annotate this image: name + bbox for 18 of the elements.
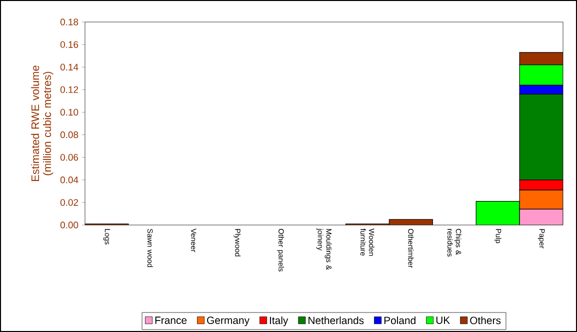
legend-label: Poland <box>384 316 416 324</box>
legend-label: UK <box>436 316 450 324</box>
y-tick-label: 0.06 <box>60 154 78 161</box>
y-axis-title: Estimated RWE volume (million cubic metres) <box>31 66 54 181</box>
y-tick-label: 0.12 <box>60 86 78 94</box>
legend-label: France <box>155 316 187 324</box>
y-tick-label: 0.18 <box>60 18 78 26</box>
y-tick-label: 0.08 <box>60 131 78 138</box>
y-tick-label: 0.16 <box>60 41 78 48</box>
legend-label: Italy <box>270 316 288 326</box>
y-tick-label: 0.10 <box>60 108 78 116</box>
legend-label: Germany <box>207 316 250 326</box>
y-tick-label: 0.04 <box>60 176 78 184</box>
legend-label: Others <box>470 316 501 324</box>
y-tick-label: 0.02 <box>60 199 78 206</box>
y-tick-label: 0.14 <box>60 64 78 70</box>
legend-label: Netherlands <box>308 316 364 324</box>
y-tick-label: 0.00 <box>60 222 78 228</box>
